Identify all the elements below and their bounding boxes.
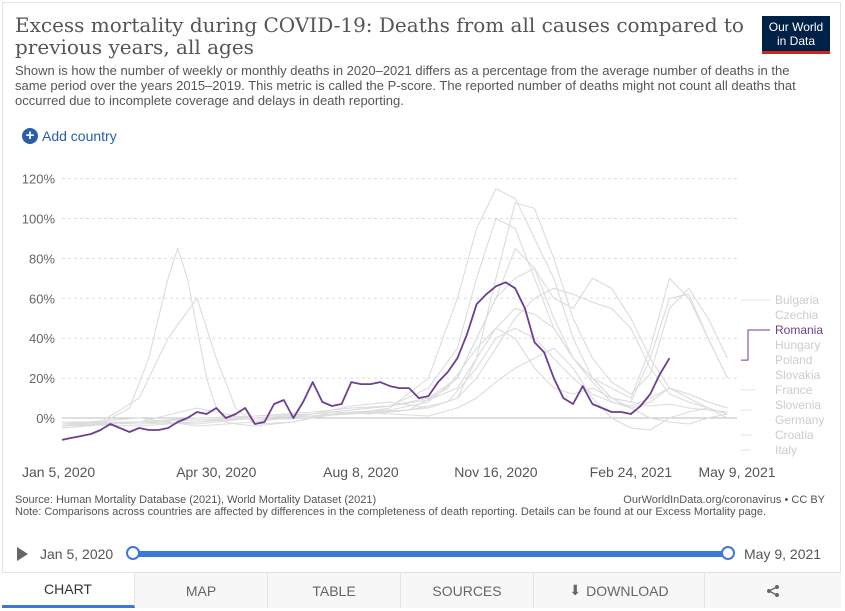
grid-lines <box>62 178 737 419</box>
tab-sources[interactable]: SOURCES <box>401 573 534 608</box>
tab-download[interactable]: ⬇ DOWNLOAD <box>534 573 705 608</box>
y-tick-label: 60% <box>29 291 55 306</box>
line-chart: 0% 20% 40% 60% 80% 100% 120% Jan 5, 2020 Apr 30… <box>22 172 825 480</box>
owid-logo[interactable]: Our World in Data <box>762 16 830 54</box>
legend-item-slovakia[interactable]: Slovakia <box>775 368 821 382</box>
legend-item-france[interactable]: France <box>775 383 813 397</box>
timeline: Jan 5, 2020 May 9, 2021 <box>0 540 845 570</box>
x-tick-label: Aug 8, 2020 <box>323 464 399 480</box>
series-line-france[interactable] <box>61 297 728 427</box>
legend-item-croatia[interactable]: Croatia <box>775 428 814 442</box>
legend-item-hungary[interactable]: Hungary <box>775 338 820 352</box>
series-line-hungary[interactable] <box>61 293 728 425</box>
series-line-romania[interactable] <box>61 281 671 441</box>
series-line-bulgaria[interactable] <box>61 201 728 427</box>
legend-item-romania[interactable]: Romania <box>775 323 823 337</box>
x-tick-label: May 9, 2021 <box>698 464 775 480</box>
tab-chart[interactable]: CHART <box>2 573 135 608</box>
add-country-button[interactable]: + Add country <box>22 128 117 144</box>
series-line-croatia[interactable] <box>61 247 728 425</box>
logo-line-1: Our World <box>768 20 824 34</box>
series-line-italy[interactable] <box>61 247 728 429</box>
x-tick-label: Jan 5, 2020 <box>22 464 95 480</box>
note-text: Note: Comparisons across countries are a… <box>15 506 767 518</box>
series-lines <box>61 188 728 441</box>
tab-bar: CHART MAP TABLE SOURCES ⬇ DOWNLOAD <box>2 572 841 608</box>
x-tick-label: Feb 24, 2021 <box>590 464 673 480</box>
share-button[interactable] <box>705 573 841 608</box>
legend-item-italy[interactable]: Italy <box>775 443 797 457</box>
tab-table[interactable]: TABLE <box>268 573 401 608</box>
y-axis-ticks: 0% 20% 40% 60% 80% 100% 120% <box>22 172 56 426</box>
tab-download-label: DOWNLOAD <box>586 582 669 599</box>
timeline-start-handle[interactable] <box>126 546 140 560</box>
legend-item-czechia[interactable]: Czechia <box>775 308 819 322</box>
timeline-end-handle[interactable] <box>721 546 735 560</box>
y-tick-label: 80% <box>29 251 55 266</box>
legend-item-slovenia[interactable]: Slovenia <box>775 398 821 412</box>
legend-item-poland[interactable]: Poland <box>775 353 812 367</box>
logo-line-2: in Data <box>776 34 816 48</box>
source-url-link[interactable]: OurWorldInData.org/coronavirus • CC BY <box>623 494 825 506</box>
series-line-poland[interactable] <box>61 217 728 429</box>
y-tick-label: 120% <box>22 172 56 187</box>
legend: BulgariaCzechiaRomaniaHungaryPolandSlova… <box>741 293 824 457</box>
x-tick-label: Nov 16, 2020 <box>454 464 537 480</box>
timeline-end-label: May 9, 2021 <box>744 546 822 562</box>
add-country-label: Add country <box>42 128 117 144</box>
plus-icon: + <box>22 128 38 144</box>
chart-subtitle: Shown is how the number of weekly or mon… <box>15 63 796 108</box>
download-icon: ⬇ <box>569 582 582 598</box>
legend-item-germany[interactable]: Germany <box>775 413 824 427</box>
series-line-slovenia[interactable] <box>61 188 728 427</box>
source-block: Source: Human Mortality Database (2021),… <box>15 494 825 518</box>
y-tick-label: 0% <box>36 411 55 426</box>
legend-connector-highlight <box>741 329 770 361</box>
y-tick-label: 20% <box>29 371 55 386</box>
legend-item-bulgaria[interactable]: Bulgaria <box>775 293 819 307</box>
timeline-track[interactable] <box>132 551 728 557</box>
logo-accent-bar <box>762 51 830 54</box>
play-icon[interactable] <box>17 547 28 561</box>
timeline-start-label: Jan 5, 2020 <box>40 546 114 562</box>
share-icon <box>767 584 779 597</box>
chart-title: Excess mortality during COVID-19: Deaths… <box>15 13 744 59</box>
source-text: Source: Human Mortality Database (2021),… <box>15 494 377 506</box>
legend-connector-muted <box>741 299 770 451</box>
tab-map[interactable]: MAP <box>135 573 268 608</box>
y-tick-label: 40% <box>29 331 55 346</box>
x-tick-label: Apr 30, 2020 <box>176 464 256 480</box>
x-axis-ticks: Jan 5, 2020 Apr 30, 2020 Aug 8, 2020 Nov 16… <box>22 464 776 480</box>
y-tick-label: 100% <box>22 212 56 227</box>
